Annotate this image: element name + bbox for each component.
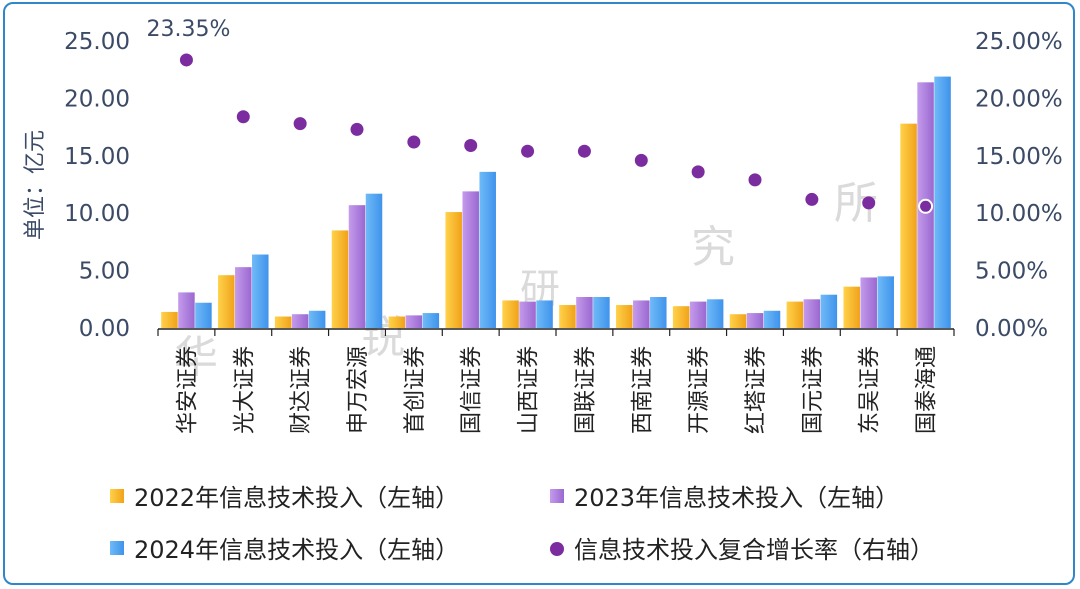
legend-label: 信息技术投入复合增长率（右轴） bbox=[574, 536, 934, 564]
legend-label: 2024年信息技术投入（左轴） bbox=[134, 536, 459, 564]
y-tick-label: 15.00 bbox=[64, 144, 130, 170]
x-tick-label: 财达证券 bbox=[289, 346, 314, 434]
bar bbox=[706, 299, 724, 328]
bar bbox=[593, 297, 610, 328]
bar bbox=[576, 297, 593, 328]
legend-item: 2023年信息技术投入（左轴） bbox=[550, 484, 899, 512]
y-tick-label: 20.00 bbox=[64, 86, 130, 112]
legend-item: 2022年信息技术投入（左轴） bbox=[110, 484, 459, 512]
bar bbox=[650, 297, 667, 328]
bar bbox=[616, 305, 633, 328]
scatter-point bbox=[521, 144, 535, 158]
x-tick-label: 国元证券 bbox=[801, 346, 826, 434]
y-tick-label: 5.00 bbox=[79, 259, 130, 285]
bar bbox=[445, 212, 462, 328]
bar bbox=[422, 313, 440, 328]
scatter-point bbox=[918, 198, 934, 214]
bar bbox=[689, 301, 707, 328]
legend-swatch bbox=[550, 489, 564, 503]
legend-label: 2022年信息技术投入（左轴） bbox=[134, 484, 459, 512]
scatter-point bbox=[179, 53, 193, 67]
x-tick-label: 国信证券 bbox=[460, 346, 485, 434]
bar bbox=[786, 301, 804, 328]
legend-swatch bbox=[110, 489, 124, 503]
bar bbox=[536, 300, 553, 328]
bar bbox=[252, 254, 269, 328]
bar bbox=[934, 76, 951, 328]
bar bbox=[218, 275, 235, 328]
bar bbox=[274, 316, 292, 328]
scatter-point bbox=[748, 173, 762, 187]
scatter-point bbox=[464, 138, 478, 152]
bar bbox=[331, 230, 349, 328]
y2-tick-label: 10.00% bbox=[975, 201, 1063, 227]
bar bbox=[559, 305, 576, 328]
scatter-point bbox=[862, 196, 876, 210]
x-tick-label: 西南证券 bbox=[630, 346, 655, 434]
scatter-point bbox=[577, 144, 591, 158]
x-tick-label: 红塔证券 bbox=[744, 346, 769, 434]
bar bbox=[161, 311, 178, 328]
bar bbox=[843, 286, 860, 328]
x-tick-label: 山西证券 bbox=[517, 346, 542, 434]
bar bbox=[803, 299, 821, 328]
y2-tick-label: 25.00% bbox=[975, 29, 1063, 55]
x-tick-label: 光大证券 bbox=[232, 346, 257, 434]
bar bbox=[462, 191, 479, 328]
bar bbox=[291, 314, 309, 328]
x-tick-label: 申万宏源 bbox=[346, 346, 371, 434]
y2-tick-label: 15.00% bbox=[975, 144, 1063, 170]
bar bbox=[729, 314, 747, 328]
scatter-point bbox=[691, 165, 705, 179]
x-tick-label: 开源证券 bbox=[687, 346, 712, 434]
bar bbox=[178, 292, 195, 328]
bar bbox=[746, 313, 764, 328]
bar bbox=[348, 205, 366, 328]
x-tick-label: 东吴证券 bbox=[858, 346, 883, 434]
y2-tick-label: 5.00% bbox=[975, 259, 1048, 285]
scatter-point bbox=[350, 122, 364, 136]
bar bbox=[502, 300, 519, 328]
bar bbox=[388, 316, 406, 328]
y2-tick-label: 0.00% bbox=[975, 316, 1048, 342]
bar bbox=[235, 267, 252, 328]
bar bbox=[479, 171, 496, 328]
x-tick-label: 华安证券 bbox=[175, 346, 200, 434]
legend-item: 2024年信息技术投入（左轴） bbox=[110, 536, 459, 564]
bar bbox=[672, 306, 690, 328]
x-tick-label: 国泰海通 bbox=[915, 346, 940, 434]
bar bbox=[860, 277, 877, 328]
legend-label: 2023年信息技术投入（左轴） bbox=[574, 484, 899, 512]
data-label: 23.35% bbox=[146, 17, 230, 42]
scatter-point bbox=[293, 117, 307, 131]
watermark-char: 究 bbox=[691, 222, 735, 273]
bar bbox=[365, 193, 383, 328]
bar bbox=[877, 276, 894, 328]
bar bbox=[308, 310, 326, 328]
y-tick-label: 25.00 bbox=[64, 29, 130, 55]
legend-swatch bbox=[110, 541, 124, 555]
bar bbox=[195, 302, 212, 328]
scatter-point bbox=[407, 135, 421, 149]
scatter-point bbox=[236, 110, 250, 124]
bar bbox=[900, 123, 917, 328]
x-tick-label: 国联证券 bbox=[573, 346, 598, 434]
bar bbox=[763, 310, 781, 328]
bar bbox=[519, 301, 536, 328]
bar bbox=[633, 300, 650, 328]
scatter-point bbox=[634, 153, 648, 167]
y-tick-label: 10.00 bbox=[64, 201, 130, 227]
y-axis-label: 单位：亿元 bbox=[23, 130, 48, 240]
y2-tick-label: 20.00% bbox=[975, 86, 1063, 112]
watermark-char: 华 bbox=[174, 332, 218, 383]
legend-item: 信息技术投入复合增长率（右轴） bbox=[550, 536, 934, 564]
y-tick-label: 0.00 bbox=[79, 316, 130, 342]
bar bbox=[820, 294, 838, 328]
legend-marker bbox=[550, 542, 564, 556]
scatter-point bbox=[805, 192, 819, 206]
x-tick-label: 首创证券 bbox=[403, 346, 428, 434]
bar bbox=[405, 315, 423, 328]
